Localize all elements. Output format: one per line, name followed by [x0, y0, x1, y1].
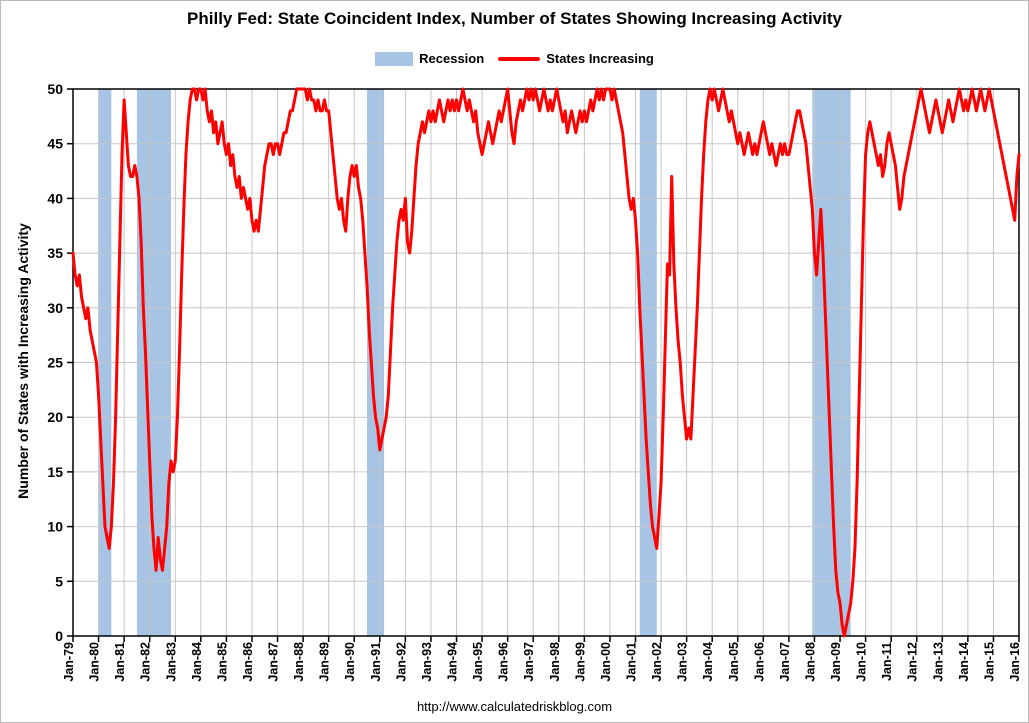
y-tick-label: 20 [47, 409, 63, 425]
x-tick-label: Jan-11 [880, 642, 894, 681]
x-tick-label: Jan-07 [778, 642, 792, 682]
x-tick-label: Jan-87 [267, 642, 281, 682]
x-tick-label: Jan-92 [394, 642, 408, 682]
x-tick-label: Jan-03 [676, 642, 690, 682]
series-line [71, 87, 1021, 638]
x-tick-label: Jan-08 [803, 642, 817, 682]
x-tick-label: Jan-82 [139, 642, 153, 682]
x-tick-label: Jan-10 [855, 642, 869, 682]
x-tick-label: Jan-06 [752, 642, 766, 682]
x-tick-label: Jan-93 [420, 642, 434, 682]
x-tick-label: Jan-16 [1008, 642, 1022, 682]
x-tick-label: Jan-00 [599, 642, 613, 682]
x-tick-label: Jan-99 [573, 642, 587, 682]
legend-item-recession: Recession [375, 51, 484, 66]
x-tick-label: Jan-81 [113, 642, 127, 682]
recession-swatch [375, 51, 414, 66]
y-tick-label: 15 [47, 464, 63, 480]
legend-label-series: States Increasing [546, 51, 654, 66]
x-tick-label: Jan-09 [829, 642, 843, 682]
x-tick-label: Jan-85 [215, 642, 229, 682]
footer-url: http://www.calculatedriskblog.com [416, 699, 613, 714]
legend: Recession States Increasing [1, 51, 1028, 66]
x-tick-label: Jan-97 [522, 642, 536, 682]
x-tick-label: Jan-89 [318, 642, 332, 682]
y-tick-label: 35 [47, 245, 63, 261]
x-tick-label: Jan-04 [701, 642, 715, 682]
legend-label-recession: Recession [419, 51, 485, 66]
x-tick-label: Jan-80 [88, 642, 102, 682]
y-tick-label: 5 [55, 573, 63, 589]
x-tick-label: Jan-15 [982, 642, 996, 682]
x-tick-label: Jan-88 [292, 642, 306, 682]
x-tick-label: Jan-95 [471, 642, 485, 682]
x-tick-label: Jan-98 [548, 642, 562, 682]
x-tick-label: Jan-94 [446, 642, 460, 682]
y-tick-label: 25 [47, 355, 63, 371]
x-tick-label: Jan-13 [931, 642, 945, 682]
y-tick-label: 50 [47, 81, 63, 97]
x-tick-label: Jan-05 [727, 642, 741, 682]
x-tick-label: Jan-79 [62, 642, 76, 682]
y-tick-label: 30 [47, 300, 63, 316]
x-tick-label: Jan-01 [624, 642, 638, 682]
x-tick-label: Jan-91 [369, 642, 383, 682]
y-tick-label: 10 [47, 519, 63, 535]
x-tick-label: Jan-90 [343, 642, 357, 682]
legend-item-series: States Increasing [498, 51, 654, 66]
y-tick-label: 40 [47, 190, 63, 206]
y-tick-label: 45 [47, 136, 63, 152]
x-tick-label: Jan-83 [164, 642, 178, 682]
x-tick-label: Jan-12 [906, 642, 920, 682]
x-tick-label: Jan-86 [241, 642, 255, 682]
x-tick-label: Jan-14 [957, 642, 971, 682]
x-tick-label: Jan-84 [190, 642, 204, 682]
y-tick-label: 0 [55, 628, 63, 644]
series-line-swatch [498, 56, 541, 61]
x-tick-label: Jan-02 [650, 642, 664, 682]
chart-title: Philly Fed: State Coincident Index, Numb… [187, 9, 842, 28]
x-tick-label: Jan-96 [497, 642, 511, 682]
